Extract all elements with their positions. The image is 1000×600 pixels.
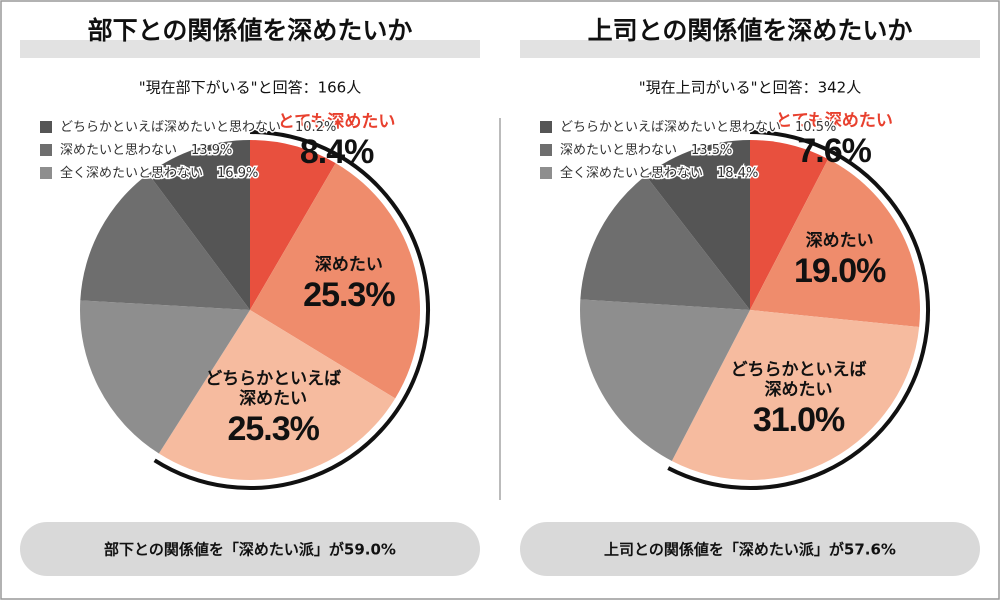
legend-value: 13.9% [191,143,232,158]
legend-swatch [40,144,52,156]
legend-category: 深めたいと思わない [60,143,177,158]
legend-value: 10.5% [795,120,836,135]
legend-swatch [540,167,552,179]
legend-swatch [40,121,52,133]
legend-label: 深めたいと思わない 13.5% [560,143,732,158]
slice-label-box: どちらかといえば深めたい 25.3% [188,359,358,459]
summary: 部下との関係値を「深めたい派」が59.0% [104,541,396,559]
pie-slice [148,140,250,310]
legend-value: 13.5% [691,143,732,158]
legend-category: 全く深めたいと思わない [560,165,703,181]
slice-label-box: 深めたい 19.0% [755,211,925,311]
slice-label-box: 深めたい 25.3% [264,235,434,335]
slice-label-box: どちらかといえば深めたい 31.0% [714,350,884,450]
legend-value: 10.2% [295,120,336,135]
legend-swatch [540,121,552,133]
chart-title: 上司との関係値を深めたいか [588,16,913,45]
legend-swatch [540,144,552,156]
legend-label: 全く深めたいと思わない 16.9% [60,165,258,181]
slice-value: 31.0% [752,400,845,439]
legend-category: どちらかといえば深めたいと思わない [60,120,281,135]
legend-label: 深めたいと思わない 13.9% [60,143,232,158]
legend-label: どちらかといえば深めたいと思わない 10.2% [60,120,336,135]
pie-slice [671,310,920,480]
slice-category: どちらかといえば深めたい [205,369,342,410]
group-arc [667,130,930,490]
pie-slice [158,310,396,481]
legend-category: どちらかといえば深めたいと思わない [560,120,781,135]
pie-slice [79,300,250,454]
title-band [20,40,480,58]
legend-label: どちらかといえば深めたいと思わない 10.5% [560,120,836,135]
legend-category: 深めたいと思わない [560,143,677,158]
pie-slice [750,140,829,310]
subtitle: "現在部下がいる"と回答：166人 [139,79,361,97]
legend-swatch [40,167,52,179]
slice-value: 25.3% [303,275,395,314]
legend-value: 18.4% [717,166,758,181]
slice-label-box: とても深めたい 8.4% [252,92,422,192]
legend-value: 16.9% [217,166,258,181]
slice-label-box: とても深めたい 7.6% [749,91,919,191]
pie-slice [580,175,750,310]
summary: 上司との関係値を「深めたい派」が57.6% [604,541,896,559]
pie-slice [645,140,750,310]
chart-title: 部下との関係値を深めたいか [88,16,413,45]
slice-value: 25.3% [227,410,319,449]
pie-slice [250,163,420,399]
summary-pill [20,522,480,576]
slice-value: 19.0% [793,252,886,291]
pie-slice [580,299,750,461]
slice-category: どちらかといえば深めたい [730,359,867,400]
slice-value: 7.6% [797,131,871,170]
slice-category: とても深めたい [277,111,396,132]
pie-slice [250,140,336,310]
slice-category: 深めたい [805,231,874,252]
legend-category: 全く深めたいと思わない [60,165,203,181]
summary-pill [520,522,980,576]
pie-slice [750,159,921,328]
legend-label: 全く深めたいと思わない 18.4% [560,165,758,181]
title-band [520,40,980,58]
slice-category: 深めたい [314,254,383,275]
slice-category: とても深めたい [775,110,893,131]
pie-slice [80,173,251,310]
slice-value: 8.4% [299,132,374,171]
group-arc [153,130,430,490]
subtitle: "現在上司がいる"と回答：342人 [639,79,861,97]
